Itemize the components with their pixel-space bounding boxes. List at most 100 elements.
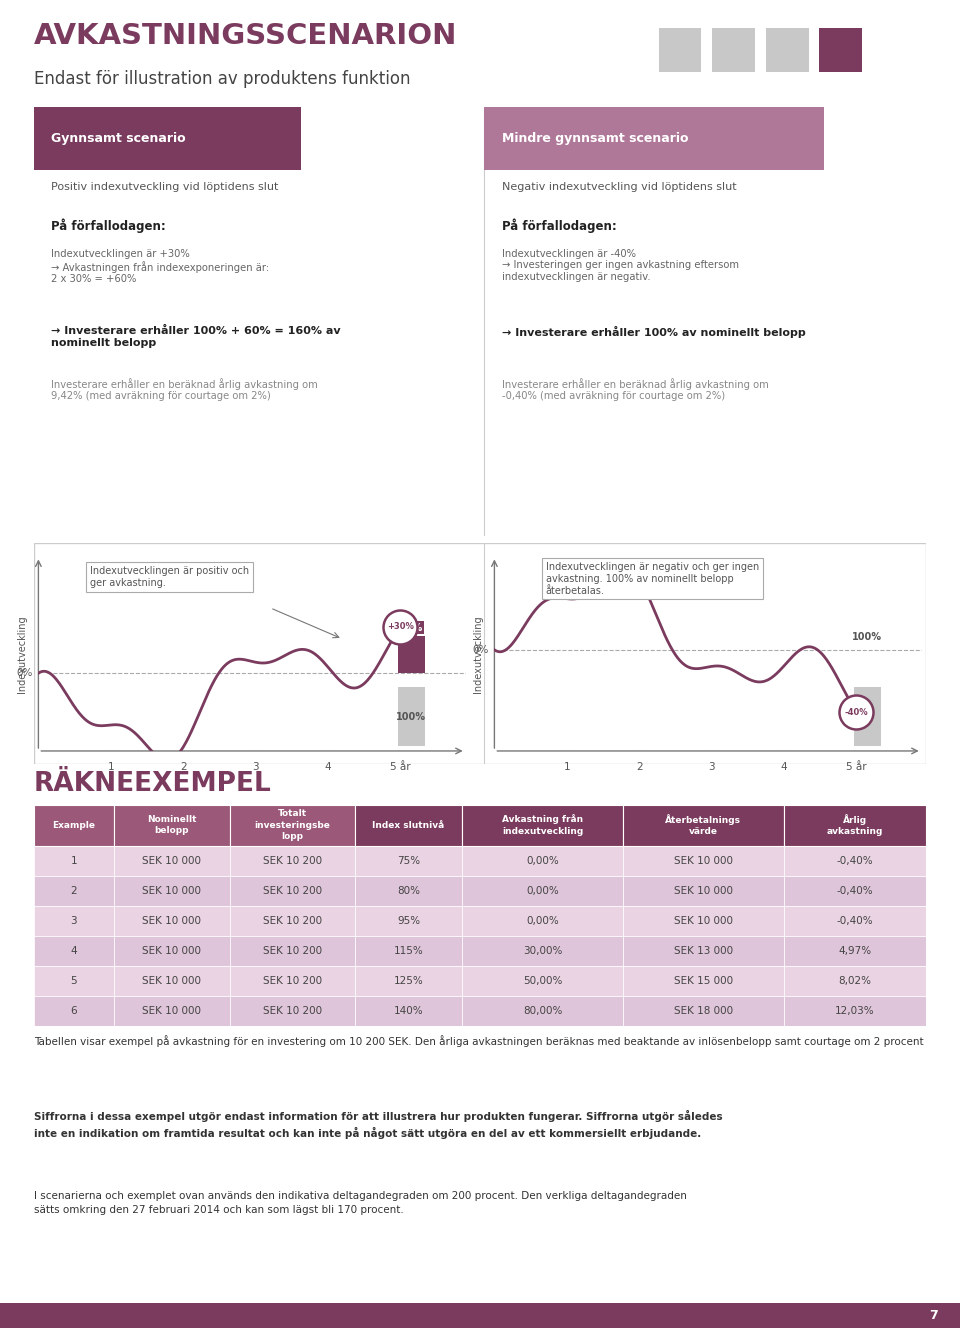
Text: 1: 1 bbox=[108, 762, 114, 772]
Text: SEK 13 000: SEK 13 000 bbox=[674, 945, 732, 956]
Text: SEK 10 000: SEK 10 000 bbox=[674, 916, 732, 925]
FancyBboxPatch shape bbox=[230, 876, 355, 905]
Text: Indexutvecklingen är negativ och ger ingen
avkastning. 100% av nominellt belopp
: Indexutvecklingen är negativ och ger ing… bbox=[545, 562, 759, 595]
FancyBboxPatch shape bbox=[230, 905, 355, 936]
Text: SEK 10 000: SEK 10 000 bbox=[142, 1006, 202, 1016]
Text: I scenarierna och exemplet ovan används den indikativa deltagandegraden om 200 p: I scenarierna och exemplet ovan används … bbox=[34, 1191, 686, 1215]
FancyBboxPatch shape bbox=[230, 805, 355, 846]
FancyBboxPatch shape bbox=[114, 996, 230, 1026]
Text: +30%: +30% bbox=[387, 622, 414, 632]
Text: 4: 4 bbox=[324, 762, 331, 772]
FancyBboxPatch shape bbox=[783, 936, 926, 966]
FancyBboxPatch shape bbox=[34, 996, 114, 1026]
Text: 12,03%: 12,03% bbox=[835, 1006, 875, 1016]
Text: SEK 10 000: SEK 10 000 bbox=[674, 856, 732, 865]
FancyBboxPatch shape bbox=[462, 936, 623, 966]
Text: 50,00%: 50,00% bbox=[523, 976, 563, 986]
Text: 0,00%: 0,00% bbox=[526, 916, 559, 925]
Text: Indexutvecklingen är -40%
→ Investeringen ger ingen avkastning eftersom
indexutv: Indexutvecklingen är -40% → Investeringe… bbox=[502, 249, 739, 282]
FancyBboxPatch shape bbox=[355, 905, 462, 936]
Text: Negativ indexutveckling vid löptidens slut: Negativ indexutveckling vid löptidens sl… bbox=[502, 182, 737, 192]
Text: 80%: 80% bbox=[397, 885, 420, 896]
Text: SEK 10 200: SEK 10 200 bbox=[263, 856, 322, 865]
Text: Endast för illustration av produktens funktion: Endast för illustration av produktens fu… bbox=[34, 70, 410, 89]
FancyBboxPatch shape bbox=[0, 1303, 960, 1328]
FancyBboxPatch shape bbox=[230, 966, 355, 996]
FancyBboxPatch shape bbox=[34, 107, 926, 536]
FancyBboxPatch shape bbox=[766, 28, 808, 72]
FancyBboxPatch shape bbox=[230, 996, 355, 1026]
Text: Indexutveckling: Indexutveckling bbox=[472, 616, 483, 692]
FancyBboxPatch shape bbox=[34, 805, 114, 846]
Text: -0,40%: -0,40% bbox=[837, 885, 874, 896]
Text: Index slutnivå: Index slutnivå bbox=[372, 821, 444, 830]
FancyBboxPatch shape bbox=[34, 905, 114, 936]
FancyBboxPatch shape bbox=[355, 805, 462, 846]
Text: Example: Example bbox=[52, 821, 95, 830]
FancyBboxPatch shape bbox=[230, 846, 355, 876]
Text: 8,02%: 8,02% bbox=[838, 976, 872, 986]
FancyBboxPatch shape bbox=[355, 846, 462, 876]
Point bbox=[393, 616, 408, 637]
FancyBboxPatch shape bbox=[114, 846, 230, 876]
Text: 2: 2 bbox=[636, 762, 642, 772]
FancyBboxPatch shape bbox=[355, 996, 462, 1026]
FancyBboxPatch shape bbox=[34, 107, 301, 169]
Text: Indexutveckling: Indexutveckling bbox=[16, 616, 27, 692]
FancyBboxPatch shape bbox=[623, 966, 783, 996]
FancyBboxPatch shape bbox=[623, 905, 783, 936]
Text: Återbetalnings
värde: Återbetalnings värde bbox=[665, 814, 741, 835]
Point bbox=[849, 701, 864, 723]
Text: 5: 5 bbox=[70, 976, 77, 986]
Text: 4: 4 bbox=[780, 762, 787, 772]
FancyBboxPatch shape bbox=[462, 905, 623, 936]
Text: Årlig
avkastning: Årlig avkastning bbox=[827, 814, 883, 835]
Text: 75%: 75% bbox=[397, 856, 420, 865]
Text: SEK 10 000: SEK 10 000 bbox=[142, 976, 202, 986]
FancyBboxPatch shape bbox=[623, 996, 783, 1026]
FancyBboxPatch shape bbox=[485, 107, 824, 169]
Text: → Investerare erhåller 100% + 60% = 160% av
nominellt belopp: → Investerare erhåller 100% + 60% = 160%… bbox=[52, 326, 341, 347]
Text: 95%: 95% bbox=[397, 916, 420, 925]
Text: -0,40%: -0,40% bbox=[837, 856, 874, 865]
Bar bbox=[397, 687, 425, 747]
Text: 5 år: 5 år bbox=[390, 762, 411, 772]
Text: 0,00%: 0,00% bbox=[526, 885, 559, 896]
FancyBboxPatch shape bbox=[712, 28, 755, 72]
FancyBboxPatch shape bbox=[485, 107, 926, 536]
FancyBboxPatch shape bbox=[623, 936, 783, 966]
Text: AVKASTNINGSSCENARION: AVKASTNINGSSCENARION bbox=[34, 21, 457, 50]
FancyBboxPatch shape bbox=[783, 905, 926, 936]
Text: Investerare erhåller en beräknad årlig avkastning om
-0,40% (med avräkning för c: Investerare erhåller en beräknad årlig a… bbox=[502, 378, 769, 401]
Text: 3: 3 bbox=[70, 916, 77, 925]
Text: SEK 10 000: SEK 10 000 bbox=[142, 885, 202, 896]
FancyBboxPatch shape bbox=[783, 846, 926, 876]
FancyBboxPatch shape bbox=[462, 805, 623, 846]
FancyBboxPatch shape bbox=[34, 936, 114, 966]
Text: 1: 1 bbox=[70, 856, 77, 865]
FancyBboxPatch shape bbox=[783, 996, 926, 1026]
Text: SEK 10 200: SEK 10 200 bbox=[263, 885, 322, 896]
FancyBboxPatch shape bbox=[783, 876, 926, 905]
Text: SEK 10 000: SEK 10 000 bbox=[674, 885, 732, 896]
Text: -40%: -40% bbox=[845, 708, 868, 716]
Text: 30,00%: 30,00% bbox=[523, 945, 563, 956]
Text: 6: 6 bbox=[70, 1006, 77, 1016]
FancyBboxPatch shape bbox=[462, 996, 623, 1026]
Text: SEK 10 000: SEK 10 000 bbox=[142, 856, 202, 865]
Text: 4: 4 bbox=[70, 945, 77, 956]
Text: 5 år: 5 år bbox=[846, 762, 867, 772]
Text: SEK 10 000: SEK 10 000 bbox=[142, 945, 202, 956]
Text: På förfallodagen:: På förfallodagen: bbox=[52, 219, 166, 233]
FancyBboxPatch shape bbox=[783, 805, 926, 846]
Text: Siffrorna i dessa exempel utgör endast information för att illustrera hur produk: Siffrorna i dessa exempel utgör endast i… bbox=[34, 1109, 722, 1139]
Text: 100%: 100% bbox=[396, 712, 426, 721]
FancyBboxPatch shape bbox=[34, 846, 114, 876]
FancyBboxPatch shape bbox=[659, 28, 702, 72]
FancyBboxPatch shape bbox=[114, 966, 230, 996]
Text: 2: 2 bbox=[180, 762, 186, 772]
Text: SEK 18 000: SEK 18 000 bbox=[674, 1006, 732, 1016]
FancyBboxPatch shape bbox=[34, 543, 926, 764]
FancyBboxPatch shape bbox=[34, 966, 114, 996]
Text: Positiv indexutveckling vid löptidens slut: Positiv indexutveckling vid löptidens sl… bbox=[52, 182, 278, 192]
